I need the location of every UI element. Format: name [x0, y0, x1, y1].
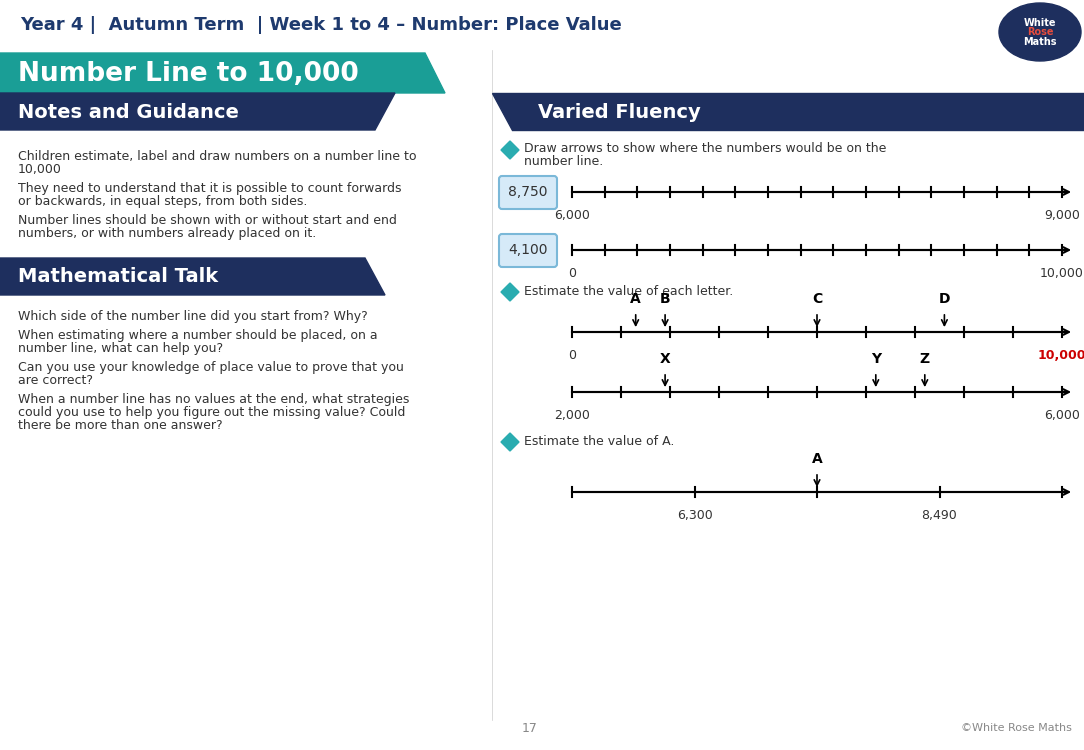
- Text: are correct?: are correct?: [18, 374, 93, 387]
- Text: Notes and Guidance: Notes and Guidance: [18, 103, 238, 122]
- Text: 6,000: 6,000: [1044, 409, 1080, 422]
- Text: 8,750: 8,750: [508, 185, 547, 199]
- Text: 8,490: 8,490: [921, 509, 957, 522]
- Text: D: D: [939, 292, 951, 306]
- Polygon shape: [501, 283, 519, 301]
- Text: Estimate the value of each letter.: Estimate the value of each letter.: [524, 285, 733, 298]
- Text: A: A: [812, 452, 823, 466]
- Text: Number lines should be shown with or without start and end: Number lines should be shown with or wit…: [18, 214, 397, 227]
- Text: Y: Y: [870, 352, 881, 366]
- Text: Children estimate, label and draw numbers on a number line to: Children estimate, label and draw number…: [18, 150, 416, 163]
- Text: Draw arrows to show where the numbers would be on the: Draw arrows to show where the numbers wo…: [524, 142, 887, 155]
- Text: 17: 17: [522, 722, 538, 734]
- Text: White: White: [1023, 18, 1056, 28]
- Text: could you use to help you figure out the missing value? Could: could you use to help you figure out the…: [18, 406, 405, 419]
- Text: Z: Z: [919, 352, 930, 366]
- Text: Mathematical Talk: Mathematical Talk: [18, 268, 218, 286]
- Text: or backwards, in equal steps, from both sides.: or backwards, in equal steps, from both …: [18, 195, 308, 208]
- Text: Which side of the number line did you start from? Why?: Which side of the number line did you st…: [18, 310, 367, 323]
- Text: 6,000: 6,000: [554, 209, 590, 222]
- Text: C: C: [812, 292, 822, 306]
- FancyBboxPatch shape: [499, 234, 557, 267]
- Polygon shape: [501, 433, 519, 451]
- Text: When a number line has no values at the end, what strategies: When a number line has no values at the …: [18, 393, 410, 406]
- Text: Can you use your knowledge of place value to prove that you: Can you use your knowledge of place valu…: [18, 361, 404, 374]
- Polygon shape: [0, 53, 446, 93]
- Polygon shape: [0, 258, 385, 295]
- Polygon shape: [0, 93, 395, 130]
- Text: numbers, or with numbers already placed on it.: numbers, or with numbers already placed …: [18, 227, 317, 240]
- Text: Rose: Rose: [1027, 27, 1054, 37]
- Text: number line.: number line.: [524, 155, 604, 168]
- Text: When estimating where a number should be placed, on a: When estimating where a number should be…: [18, 329, 377, 342]
- Text: They need to understand that it is possible to count forwards: They need to understand that it is possi…: [18, 182, 401, 195]
- Text: 0: 0: [568, 349, 576, 362]
- Text: Varied Fluency: Varied Fluency: [538, 103, 700, 122]
- Ellipse shape: [999, 3, 1081, 61]
- Text: number line, what can help you?: number line, what can help you?: [18, 342, 223, 355]
- Polygon shape: [492, 93, 1084, 130]
- Text: 0: 0: [568, 267, 576, 280]
- Text: 9,000: 9,000: [1044, 209, 1080, 222]
- FancyBboxPatch shape: [499, 176, 557, 209]
- Text: 10,000: 10,000: [1037, 349, 1084, 362]
- Text: 10,000: 10,000: [1040, 267, 1084, 280]
- Text: 10,000: 10,000: [18, 163, 62, 176]
- Text: 4,100: 4,100: [508, 243, 547, 257]
- Polygon shape: [501, 141, 519, 159]
- Text: B: B: [660, 292, 670, 306]
- Text: 2,000: 2,000: [554, 409, 590, 422]
- Text: there be more than one answer?: there be more than one answer?: [18, 419, 222, 432]
- Text: ©White Rose Maths: ©White Rose Maths: [962, 723, 1072, 733]
- Text: Year 4 |  Autumn Term  | Week 1 to 4 – Number: Place Value: Year 4 | Autumn Term | Week 1 to 4 – Num…: [20, 16, 622, 34]
- Text: Number Line to 10,000: Number Line to 10,000: [18, 61, 359, 87]
- Text: Estimate the value of A.: Estimate the value of A.: [524, 435, 674, 448]
- Text: X: X: [660, 352, 671, 366]
- Text: A: A: [630, 292, 641, 306]
- Text: 6,300: 6,300: [676, 509, 712, 522]
- Text: Maths: Maths: [1023, 37, 1057, 47]
